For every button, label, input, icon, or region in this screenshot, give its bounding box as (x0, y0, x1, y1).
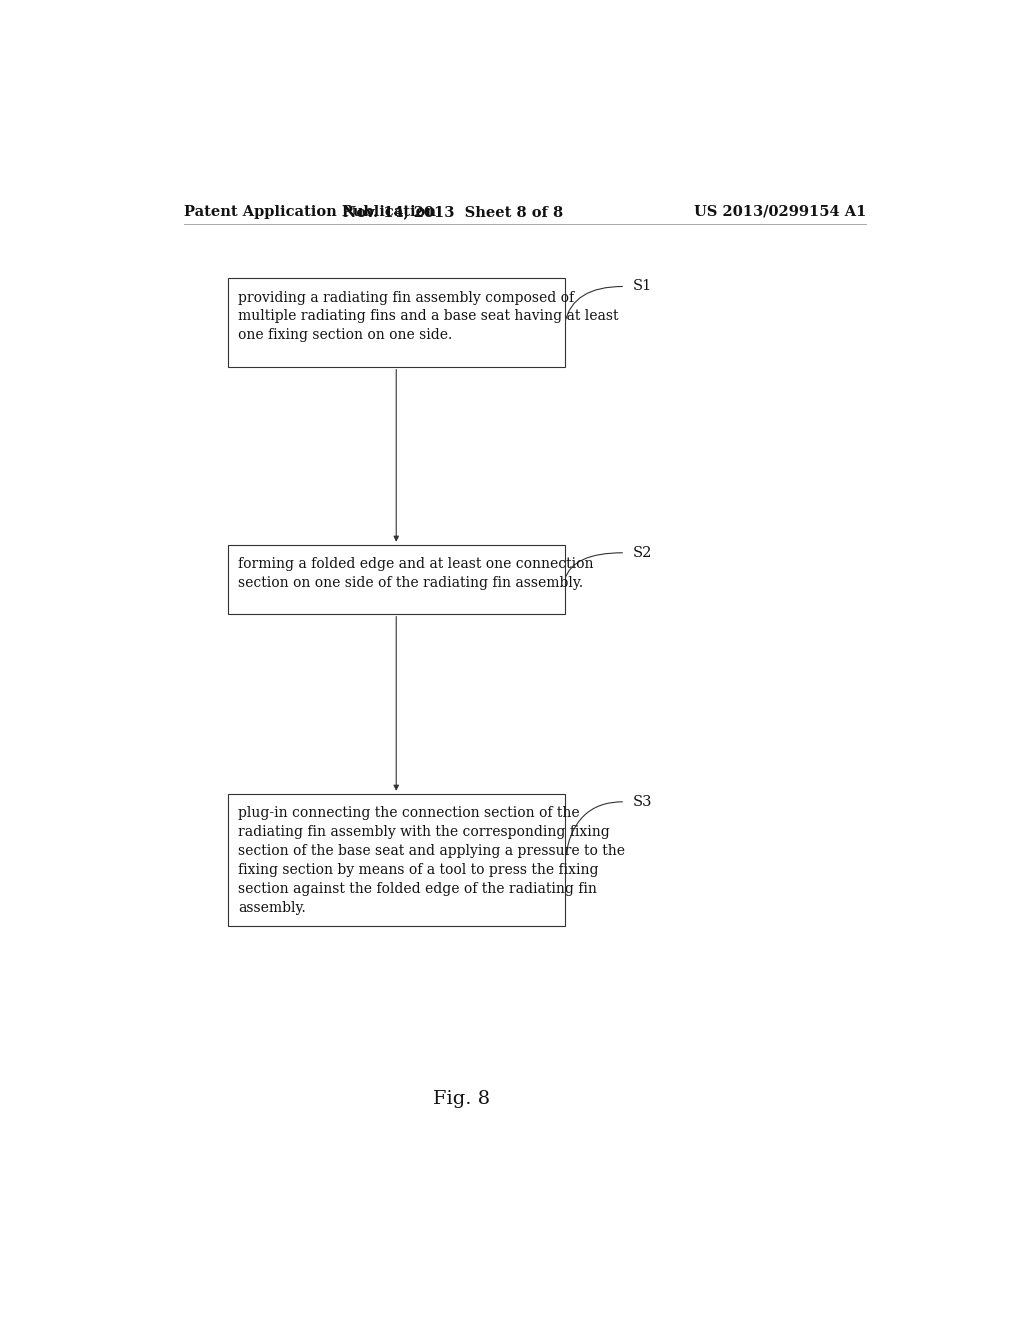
Bar (227, 279, 565, 367)
Text: S3: S3 (633, 795, 652, 809)
Text: forming a folded edge and at least one connection
section on one side of the rad: forming a folded edge and at least one c… (238, 557, 594, 590)
Text: Patent Application Publication: Patent Application Publication (183, 205, 435, 219)
Text: S2: S2 (633, 545, 651, 560)
Text: Fig. 8: Fig. 8 (433, 1089, 489, 1107)
Bar (227, 545, 565, 614)
Bar (227, 793, 565, 925)
Text: plug-in connecting the connection section of the
radiating fin assembly with the: plug-in connecting the connection sectio… (238, 805, 625, 915)
Text: Nov. 14, 2013  Sheet 8 of 8: Nov. 14, 2013 Sheet 8 of 8 (343, 205, 563, 219)
Text: providing a radiating fin assembly composed of
multiple radiating fins and a bas: providing a radiating fin assembly compo… (238, 290, 618, 342)
Text: US 2013/0299154 A1: US 2013/0299154 A1 (693, 205, 866, 219)
Text: S1: S1 (633, 280, 651, 293)
